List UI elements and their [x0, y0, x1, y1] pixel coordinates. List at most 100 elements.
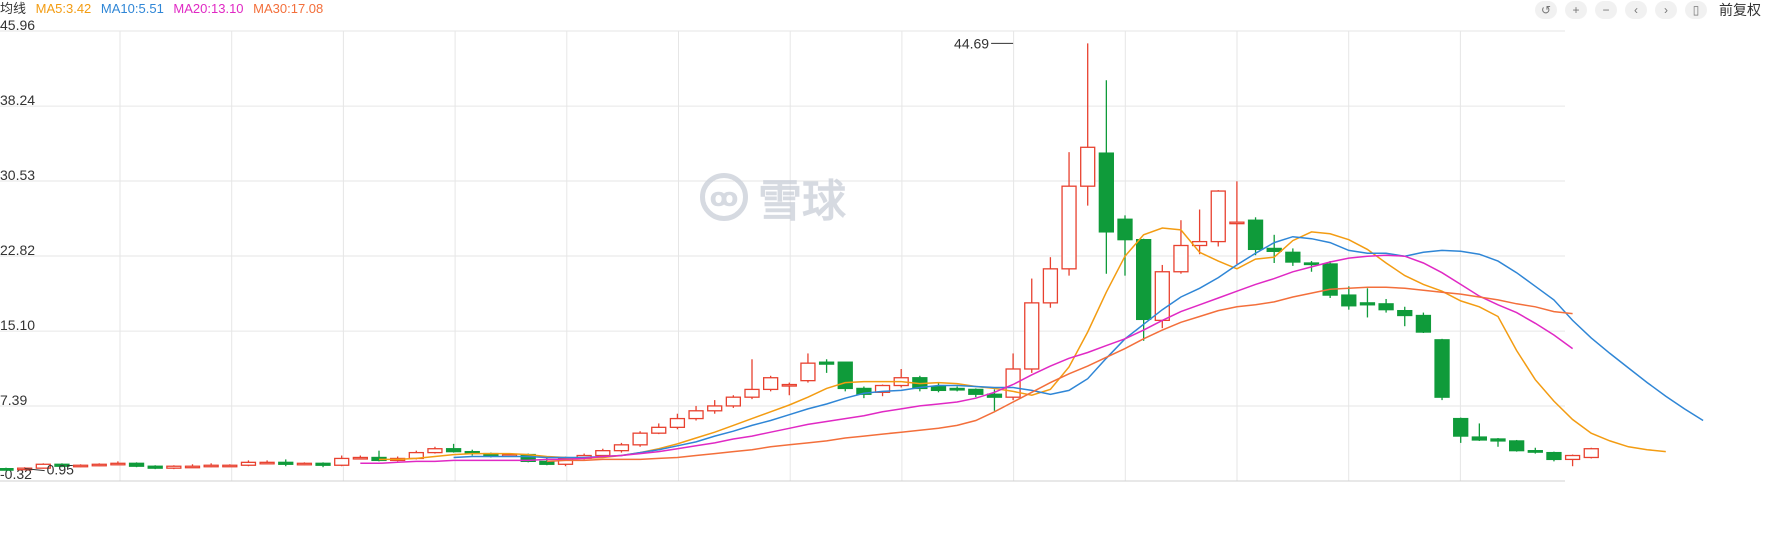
- candle-down: [1546, 451, 1562, 461]
- candle-down: [0, 468, 14, 471]
- legend-ma30: MA30:17.08: [253, 1, 324, 16]
- adjust-toggle[interactable]: 前复权: [1719, 2, 1761, 18]
- candle-down: [1527, 450, 1543, 453]
- candle-up: [1080, 146, 1096, 187]
- candle-up: [110, 462, 126, 466]
- candle-down: [1098, 152, 1114, 233]
- candle-up: [91, 463, 107, 467]
- prev-icon[interactable]: ‹: [1625, 1, 1647, 19]
- legend-title: 均线: [0, 1, 27, 16]
- candle-up: [707, 405, 723, 412]
- candle-up: [184, 465, 201, 469]
- candle-up: [240, 461, 257, 466]
- candle-up: [334, 457, 350, 466]
- min-price-label: 0.95: [47, 462, 74, 478]
- candle-down: [1397, 309, 1413, 317]
- candle-down: [445, 448, 462, 453]
- candle-down: [930, 385, 947, 392]
- ma-line-ma30: [546, 286, 1573, 463]
- ma-line-ma5: [379, 227, 1666, 461]
- candle-down: [1117, 218, 1133, 241]
- candle-up: [613, 444, 630, 452]
- candle-up: [1191, 240, 1208, 247]
- min-price-leader: [24, 468, 45, 472]
- y-tick-label: 38.24: [0, 92, 35, 108]
- candle-down: [128, 462, 145, 467]
- next-icon[interactable]: ›: [1655, 1, 1677, 19]
- candle-up: [725, 396, 741, 407]
- candle-up: [259, 461, 275, 465]
- candle-down: [818, 361, 835, 365]
- candle-down: [1434, 339, 1450, 398]
- candle-up: [296, 462, 313, 466]
- candle-down: [949, 387, 965, 391]
- candle-down: [1453, 417, 1469, 437]
- max-price-label: 44.69: [954, 35, 989, 51]
- candle-down: [278, 461, 294, 465]
- candle-up: [595, 450, 611, 457]
- snowball-logo-icon: ꝏ: [700, 173, 748, 221]
- candle-down: [1247, 219, 1264, 251]
- candle-up: [427, 448, 443, 454]
- legend-ma10: MA10:5.51: [100, 1, 164, 16]
- candle-up: [203, 464, 219, 468]
- candle-down: [54, 463, 70, 467]
- candle-up: [669, 417, 686, 428]
- candle-up: [632, 432, 648, 446]
- zoom-in-icon[interactable]: +: [1565, 1, 1587, 19]
- ma-legend: 均线 MA5:3.42 MA10:5.51 MA20:13.10 MA30:17…: [0, 0, 329, 18]
- candle-up: [1173, 244, 1189, 273]
- candle-down: [1415, 314, 1432, 333]
- candle-up: [1042, 268, 1059, 304]
- y-tick-label: 7.39: [0, 392, 27, 408]
- candle-down: [1341, 294, 1357, 307]
- watermark: ꝏ 雪球: [700, 165, 846, 229]
- candle-up: [688, 410, 704, 420]
- candle-down: [1378, 303, 1394, 311]
- y-tick-label: 30.53: [0, 167, 35, 183]
- candle-up: [1564, 454, 1581, 461]
- candle-up: [1229, 221, 1245, 225]
- candle-up: [874, 384, 891, 393]
- candle-down: [1285, 251, 1301, 263]
- candle-down: [1490, 438, 1506, 442]
- candle-up: [800, 362, 816, 382]
- watermark-text: 雪球: [758, 177, 846, 226]
- candle-up: [651, 426, 667, 434]
- candle-down: [968, 388, 984, 395]
- candle-up: [352, 456, 369, 460]
- y-tick-label: 45.96: [0, 17, 35, 33]
- candle-down: [986, 393, 1003, 398]
- candle-up: [1583, 448, 1599, 459]
- chart-toolbar: ↺ + − ‹ › ▯ 前复权: [1535, 0, 1761, 20]
- legend-ma20: MA20:13.10: [173, 1, 244, 16]
- ma-line-ma10: [453, 235, 1704, 459]
- candle-up: [763, 377, 779, 391]
- y-tick-label: 15.10: [0, 317, 35, 333]
- candle-up: [72, 464, 89, 468]
- candle-down: [1509, 440, 1525, 452]
- y-tick-label: 22.82: [0, 242, 35, 258]
- candle-up: [744, 388, 760, 398]
- ma-line-ma20: [360, 254, 1574, 465]
- candle-up: [1061, 185, 1077, 270]
- candle-down: [1322, 263, 1338, 296]
- candle-up: [166, 465, 182, 469]
- candle-up: [1210, 190, 1226, 243]
- candle-up: [35, 463, 51, 469]
- candle-up: [781, 383, 797, 387]
- undo-icon[interactable]: ↺: [1535, 1, 1557, 19]
- candle-up: [222, 464, 238, 468]
- candle-down: [1471, 436, 1487, 441]
- candle-up: [1024, 302, 1040, 370]
- candle-down: [1266, 247, 1282, 252]
- candle-down: [147, 465, 163, 469]
- candle-down: [1136, 239, 1152, 321]
- candle-down: [1303, 262, 1320, 266]
- zoom-out-icon[interactable]: −: [1595, 1, 1617, 19]
- fullscreen-icon[interactable]: ▯: [1685, 1, 1707, 19]
- candle-down: [856, 387, 872, 395]
- candle-down: [1359, 302, 1376, 306]
- legend-ma5: MA5:3.42: [35, 1, 92, 16]
